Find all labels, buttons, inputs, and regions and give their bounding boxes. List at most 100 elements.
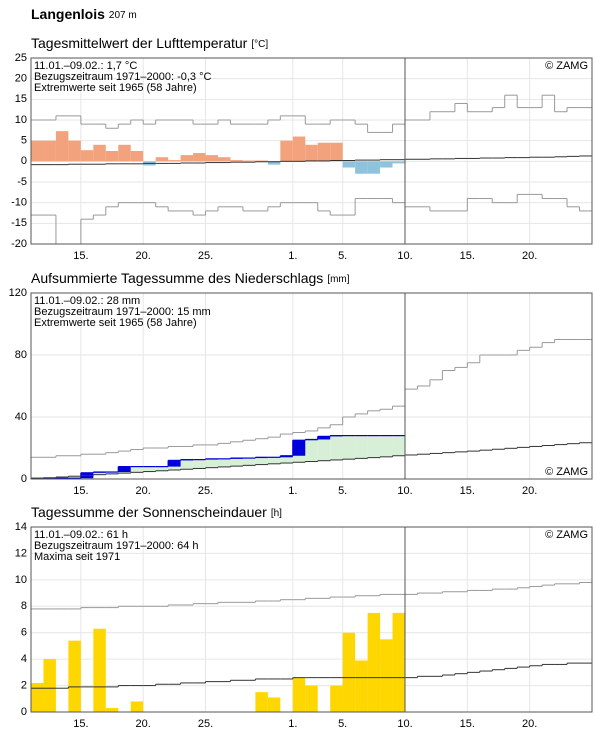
range-fill — [355, 435, 368, 459]
chart-title: Tagesmittelwert der Lufttemperatur [°C] — [31, 35, 268, 51]
bar — [55, 131, 69, 162]
range-fill — [218, 458, 231, 467]
x-tick-label: 5. — [338, 485, 347, 497]
bar — [130, 151, 144, 162]
bar — [105, 151, 119, 162]
range-fill — [342, 435, 356, 460]
range-fill — [205, 458, 218, 468]
note: Maxima seit 1971 — [34, 551, 120, 563]
range-fill — [392, 435, 405, 456]
station: Langenlois — [31, 6, 105, 22]
range-fill — [280, 455, 293, 464]
daily-increment — [317, 436, 331, 440]
x-tick-label: 15. — [460, 485, 475, 497]
bar — [355, 660, 368, 712]
bar — [342, 632, 356, 712]
bar — [68, 640, 81, 712]
title-text: Aufsummierte Tagessumme des Niederschlag… — [31, 270, 323, 286]
bar — [255, 160, 268, 162]
range-fill — [105, 472, 119, 474]
y-tick-label: -15 — [11, 217, 27, 229]
x-tick-label: 15. — [73, 718, 88, 729]
x-tick-label: 15. — [73, 250, 88, 262]
y-tick-label: 80 — [15, 349, 27, 361]
range-fill — [330, 435, 343, 460]
bar — [342, 161, 356, 168]
range-fill — [380, 435, 393, 457]
range-fill — [180, 459, 194, 470]
y-tick-label: -5 — [17, 176, 27, 188]
bar — [292, 136, 306, 162]
daily-increment — [118, 466, 131, 473]
y-tick-label: 120 — [9, 287, 27, 299]
x-tick-label: 1. — [288, 250, 297, 262]
station-header: Langenlois 207 m — [31, 6, 137, 22]
range-fill — [367, 435, 381, 458]
y-tick-label: 25 — [15, 52, 27, 64]
bar — [255, 692, 268, 712]
y-tick-label: 15 — [15, 93, 27, 105]
bar — [230, 160, 243, 162]
bar — [242, 160, 256, 162]
y-tick-label: 10 — [15, 114, 27, 126]
source: © ZAMG — [545, 529, 588, 541]
range-fill — [55, 476, 69, 479]
bar — [31, 682, 44, 712]
range-fill — [267, 457, 281, 464]
x-tick-label: 5. — [338, 250, 347, 262]
range-fill — [255, 457, 268, 465]
x-tick-label: 10. — [397, 250, 412, 262]
note: Bezugszeitraum 1971–2000: 64 h — [34, 540, 199, 552]
bar — [168, 160, 181, 162]
bar — [218, 157, 231, 162]
bar — [392, 161, 405, 164]
x-tick-label: 20. — [522, 485, 537, 497]
bar — [105, 708, 119, 712]
bar — [130, 701, 144, 712]
range-fill — [305, 439, 318, 462]
daily-increment — [280, 455, 293, 458]
note: Bezugszeitraum 1971–2000: -0,3 °C — [34, 71, 212, 83]
y-tick-label: 6 — [21, 627, 27, 639]
y-tick-label: 5 — [21, 135, 27, 147]
range-fill — [230, 458, 243, 467]
bar — [305, 144, 318, 162]
x-tick-label: 10. — [397, 485, 412, 497]
range-fill — [143, 466, 156, 472]
note: 11.01.–09.02.: 61 h — [34, 529, 128, 541]
note: Extremwerte seit 1965 (58 Jahre) — [34, 317, 197, 329]
note: 11.01.–09.02.: 1,7 °C — [34, 60, 137, 72]
y-tick-label: 0 — [21, 706, 27, 718]
x-tick-label: 25. — [198, 718, 213, 729]
plot-border — [30, 292, 593, 480]
source: © ZAMG — [545, 60, 588, 72]
elevation: 207 m — [109, 10, 137, 21]
range-fill — [155, 466, 169, 471]
bar — [292, 677, 306, 712]
x-tick-label: 1. — [288, 718, 297, 729]
y-tick-label: 12 — [15, 547, 27, 559]
range-fill — [193, 459, 206, 469]
bar — [93, 144, 106, 162]
range-fill — [130, 466, 144, 473]
y-tick-label: 20 — [15, 73, 27, 85]
chart-title: Tagessumme der Sonnenscheindauer [h] — [31, 504, 282, 520]
y-tick-label: 40 — [15, 411, 27, 423]
y-tick-label: 0 — [21, 155, 27, 167]
bar — [205, 155, 218, 162]
bar — [355, 161, 368, 174]
y-tick-label: 4 — [21, 653, 27, 665]
y-tick-label: 2 — [21, 679, 27, 691]
y-tick-label: 0 — [21, 473, 27, 485]
bar — [43, 659, 56, 712]
bar — [367, 612, 381, 712]
x-tick-label: 10. — [397, 718, 412, 729]
plot-background — [31, 527, 592, 712]
bar — [80, 150, 94, 162]
note: Bezugszeitraum 1971–2000: 15 mm — [34, 306, 211, 318]
x-tick-label: 20. — [522, 718, 537, 729]
unit: [mm] — [327, 274, 349, 285]
x-tick-label: 20. — [136, 250, 151, 262]
x-tick-label: 25. — [198, 485, 213, 497]
